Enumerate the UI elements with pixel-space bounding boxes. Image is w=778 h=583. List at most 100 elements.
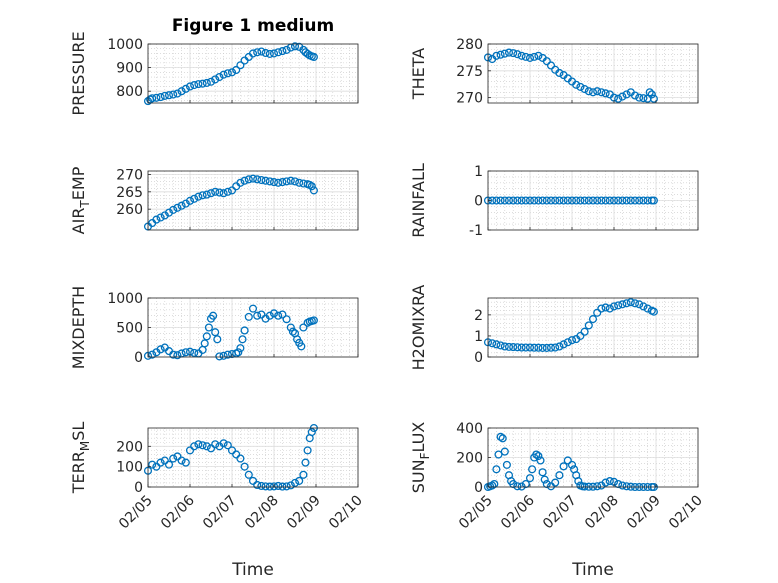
x-tick-label: 02/10 xyxy=(666,493,706,533)
x-tick-label: 02/05 xyxy=(116,493,156,533)
data-point xyxy=(588,315,598,324)
data-point xyxy=(551,196,560,205)
data-point xyxy=(274,48,283,57)
y-tick-label: 500 xyxy=(116,321,143,337)
data-point xyxy=(542,196,551,205)
y-tick-label: -1 xyxy=(469,223,483,239)
data-point xyxy=(240,326,249,335)
y-tick-label: 280 xyxy=(456,37,483,53)
data-point xyxy=(551,478,560,487)
data-point xyxy=(626,298,635,307)
data-point xyxy=(540,475,549,484)
data-point xyxy=(244,470,253,479)
data-point xyxy=(639,94,648,103)
data-point xyxy=(227,186,237,195)
data-point xyxy=(563,196,572,205)
x-tick-label: 02/10 xyxy=(326,493,366,533)
data-point xyxy=(567,196,577,205)
x-tick-label: 02/09 xyxy=(284,493,324,533)
data-point xyxy=(303,49,312,58)
data-point xyxy=(211,328,220,337)
data-point xyxy=(301,458,310,467)
y-axis-label: RAINFALL xyxy=(409,163,428,238)
data-point xyxy=(244,312,253,321)
data-point xyxy=(185,82,195,91)
data-point xyxy=(576,196,585,205)
data-point xyxy=(148,350,157,359)
x-tick-label: 02/09 xyxy=(624,493,664,533)
data-point xyxy=(614,479,623,489)
subplot-rainfall: -1 0 1 RAINFALL xyxy=(409,163,699,239)
data-point xyxy=(521,343,530,352)
data-point xyxy=(194,192,203,201)
data-point xyxy=(542,479,551,489)
data-point xyxy=(215,352,224,361)
data-point xyxy=(198,441,207,450)
x-tick-label: 02/08 xyxy=(242,493,282,533)
data-point xyxy=(211,440,220,449)
data-point xyxy=(542,343,551,352)
y-tick-label: 900 xyxy=(116,61,143,77)
data-point xyxy=(597,304,606,313)
data-point xyxy=(303,446,312,455)
data-point xyxy=(500,342,509,351)
data-point xyxy=(190,81,199,90)
data-point xyxy=(238,335,247,344)
data-point xyxy=(278,482,287,491)
data-point xyxy=(492,196,501,205)
data-point xyxy=(309,316,318,325)
data-point xyxy=(525,474,535,483)
data-point xyxy=(169,454,178,463)
data-point xyxy=(496,341,505,350)
data-point xyxy=(309,52,318,62)
data-point xyxy=(198,79,207,88)
data-point xyxy=(156,458,165,467)
y-tick-label: 400 xyxy=(456,421,483,437)
data-point xyxy=(169,205,178,214)
data-point xyxy=(164,91,174,100)
data-point xyxy=(297,342,306,351)
y-tick-label: 0 xyxy=(134,480,143,496)
data-point xyxy=(530,52,539,61)
data-point xyxy=(261,482,270,491)
data-point xyxy=(639,196,648,205)
data-point xyxy=(265,482,274,491)
y-tick-label: 100 xyxy=(116,460,143,476)
data-point xyxy=(181,348,190,357)
data-point xyxy=(496,432,505,441)
data-point xyxy=(580,482,589,491)
data-point xyxy=(190,348,199,357)
data-point xyxy=(488,339,497,348)
data-point xyxy=(299,323,308,332)
data-point xyxy=(559,462,568,471)
data-point xyxy=(580,327,589,336)
data-point xyxy=(584,87,593,96)
data-point xyxy=(232,450,241,459)
data-point xyxy=(546,61,556,70)
data-point xyxy=(576,331,585,340)
data-point xyxy=(185,446,195,455)
data-point xyxy=(257,310,266,319)
data-point xyxy=(181,84,190,93)
data-point xyxy=(248,49,258,58)
data-point xyxy=(282,177,291,186)
x-axis-label: Time xyxy=(571,560,614,580)
data-point xyxy=(269,49,279,58)
data-point xyxy=(504,48,514,57)
data-point xyxy=(190,442,199,451)
data-point xyxy=(248,304,258,313)
data-point xyxy=(160,91,169,100)
data-point xyxy=(580,196,589,205)
y-axis-label: PRESSURE xyxy=(69,31,88,115)
data-point xyxy=(551,343,560,352)
data-point xyxy=(584,321,593,330)
x-tick-label: 02/07 xyxy=(540,493,580,533)
data-point xyxy=(240,176,249,185)
data-point xyxy=(517,196,526,205)
data-point xyxy=(576,82,585,91)
data-point xyxy=(211,187,220,196)
subplot-theta: 270 275 280 THETA xyxy=(409,37,699,107)
data-point xyxy=(513,196,522,205)
